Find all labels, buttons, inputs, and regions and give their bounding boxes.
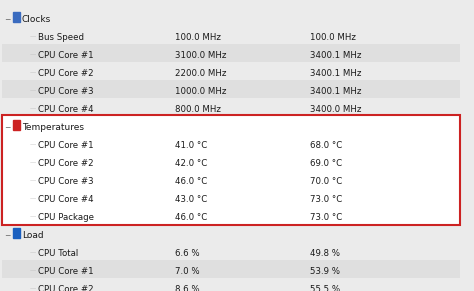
Text: 69.0 °C: 69.0 °C (310, 159, 342, 168)
Text: 55.5 %: 55.5 % (310, 285, 340, 291)
Text: 100.0 MHz: 100.0 MHz (175, 33, 221, 42)
Text: —: — (30, 143, 36, 148)
Text: −: − (4, 123, 10, 132)
Text: —: — (30, 179, 36, 184)
Text: 42.0 °C: 42.0 °C (175, 159, 207, 168)
Text: 46.0 °C: 46.0 °C (175, 177, 207, 186)
Text: 43.0 °C: 43.0 °C (175, 195, 207, 204)
Text: CPU Core #1: CPU Core #1 (38, 267, 94, 276)
Text: —: — (30, 89, 36, 94)
Text: —: — (30, 161, 36, 166)
Text: —: — (30, 197, 36, 202)
Text: 49.8 %: 49.8 % (310, 249, 340, 258)
Text: 6.6 %: 6.6 % (175, 249, 200, 258)
Text: Clocks: Clocks (22, 15, 51, 24)
Bar (2, 80, 460, 98)
Text: —: — (30, 35, 36, 40)
Text: —: — (30, 71, 36, 76)
Text: 73.0 °C: 73.0 °C (310, 195, 342, 204)
Text: 3400.1 MHz: 3400.1 MHz (310, 69, 361, 78)
Text: —: — (30, 107, 36, 112)
Bar (13, 228, 20, 238)
Text: 2200.0 MHz: 2200.0 MHz (175, 69, 227, 78)
Text: CPU Core #4: CPU Core #4 (38, 195, 94, 204)
Text: 1000.0 MHz: 1000.0 MHz (175, 87, 227, 96)
Text: CPU Core #2: CPU Core #2 (38, 285, 94, 291)
Text: Load: Load (22, 231, 44, 240)
Text: —: — (30, 287, 36, 291)
Text: 3400.0 MHz: 3400.0 MHz (310, 105, 361, 114)
Text: CPU Core #2: CPU Core #2 (38, 159, 94, 168)
Text: 800.0 MHz: 800.0 MHz (175, 105, 221, 114)
Text: 68.0 °C: 68.0 °C (310, 141, 342, 150)
Text: 100.0 MHz: 100.0 MHz (310, 33, 356, 42)
Text: —: — (30, 269, 36, 274)
Text: CPU Core #3: CPU Core #3 (38, 177, 94, 186)
Text: 53.9 %: 53.9 % (310, 267, 340, 276)
Bar (2, 260, 460, 278)
Bar (13, 12, 20, 22)
Text: CPU Core #1: CPU Core #1 (38, 141, 94, 150)
Text: 73.0 °C: 73.0 °C (310, 213, 342, 222)
Bar (2, 44, 460, 62)
Text: 70.0 °C: 70.0 °C (310, 177, 342, 186)
Text: CPU Core #2: CPU Core #2 (38, 69, 94, 78)
Text: —: — (30, 215, 36, 220)
Text: 3400.1 MHz: 3400.1 MHz (310, 51, 361, 60)
Text: CPU Package: CPU Package (38, 213, 94, 222)
Text: 46.0 °C: 46.0 °C (175, 213, 207, 222)
Text: 8.6 %: 8.6 % (175, 285, 200, 291)
Text: CPU Core #3: CPU Core #3 (38, 87, 94, 96)
Bar (13, 120, 20, 130)
Text: CPU Core #4: CPU Core #4 (38, 105, 94, 114)
Text: CPU Total: CPU Total (38, 249, 78, 258)
Text: 3400.1 MHz: 3400.1 MHz (310, 87, 361, 96)
Text: −: − (4, 15, 10, 24)
Text: CPU Core #1: CPU Core #1 (38, 51, 94, 60)
Text: 41.0 °C: 41.0 °C (175, 141, 207, 150)
Text: —: — (30, 251, 36, 256)
FancyBboxPatch shape (2, 115, 460, 225)
Text: Bus Speed: Bus Speed (38, 33, 84, 42)
Text: —: — (30, 53, 36, 58)
Text: Temperatures: Temperatures (22, 123, 84, 132)
Text: 7.0 %: 7.0 % (175, 267, 200, 276)
Text: −: − (4, 231, 10, 240)
Text: 3100.0 MHz: 3100.0 MHz (175, 51, 227, 60)
